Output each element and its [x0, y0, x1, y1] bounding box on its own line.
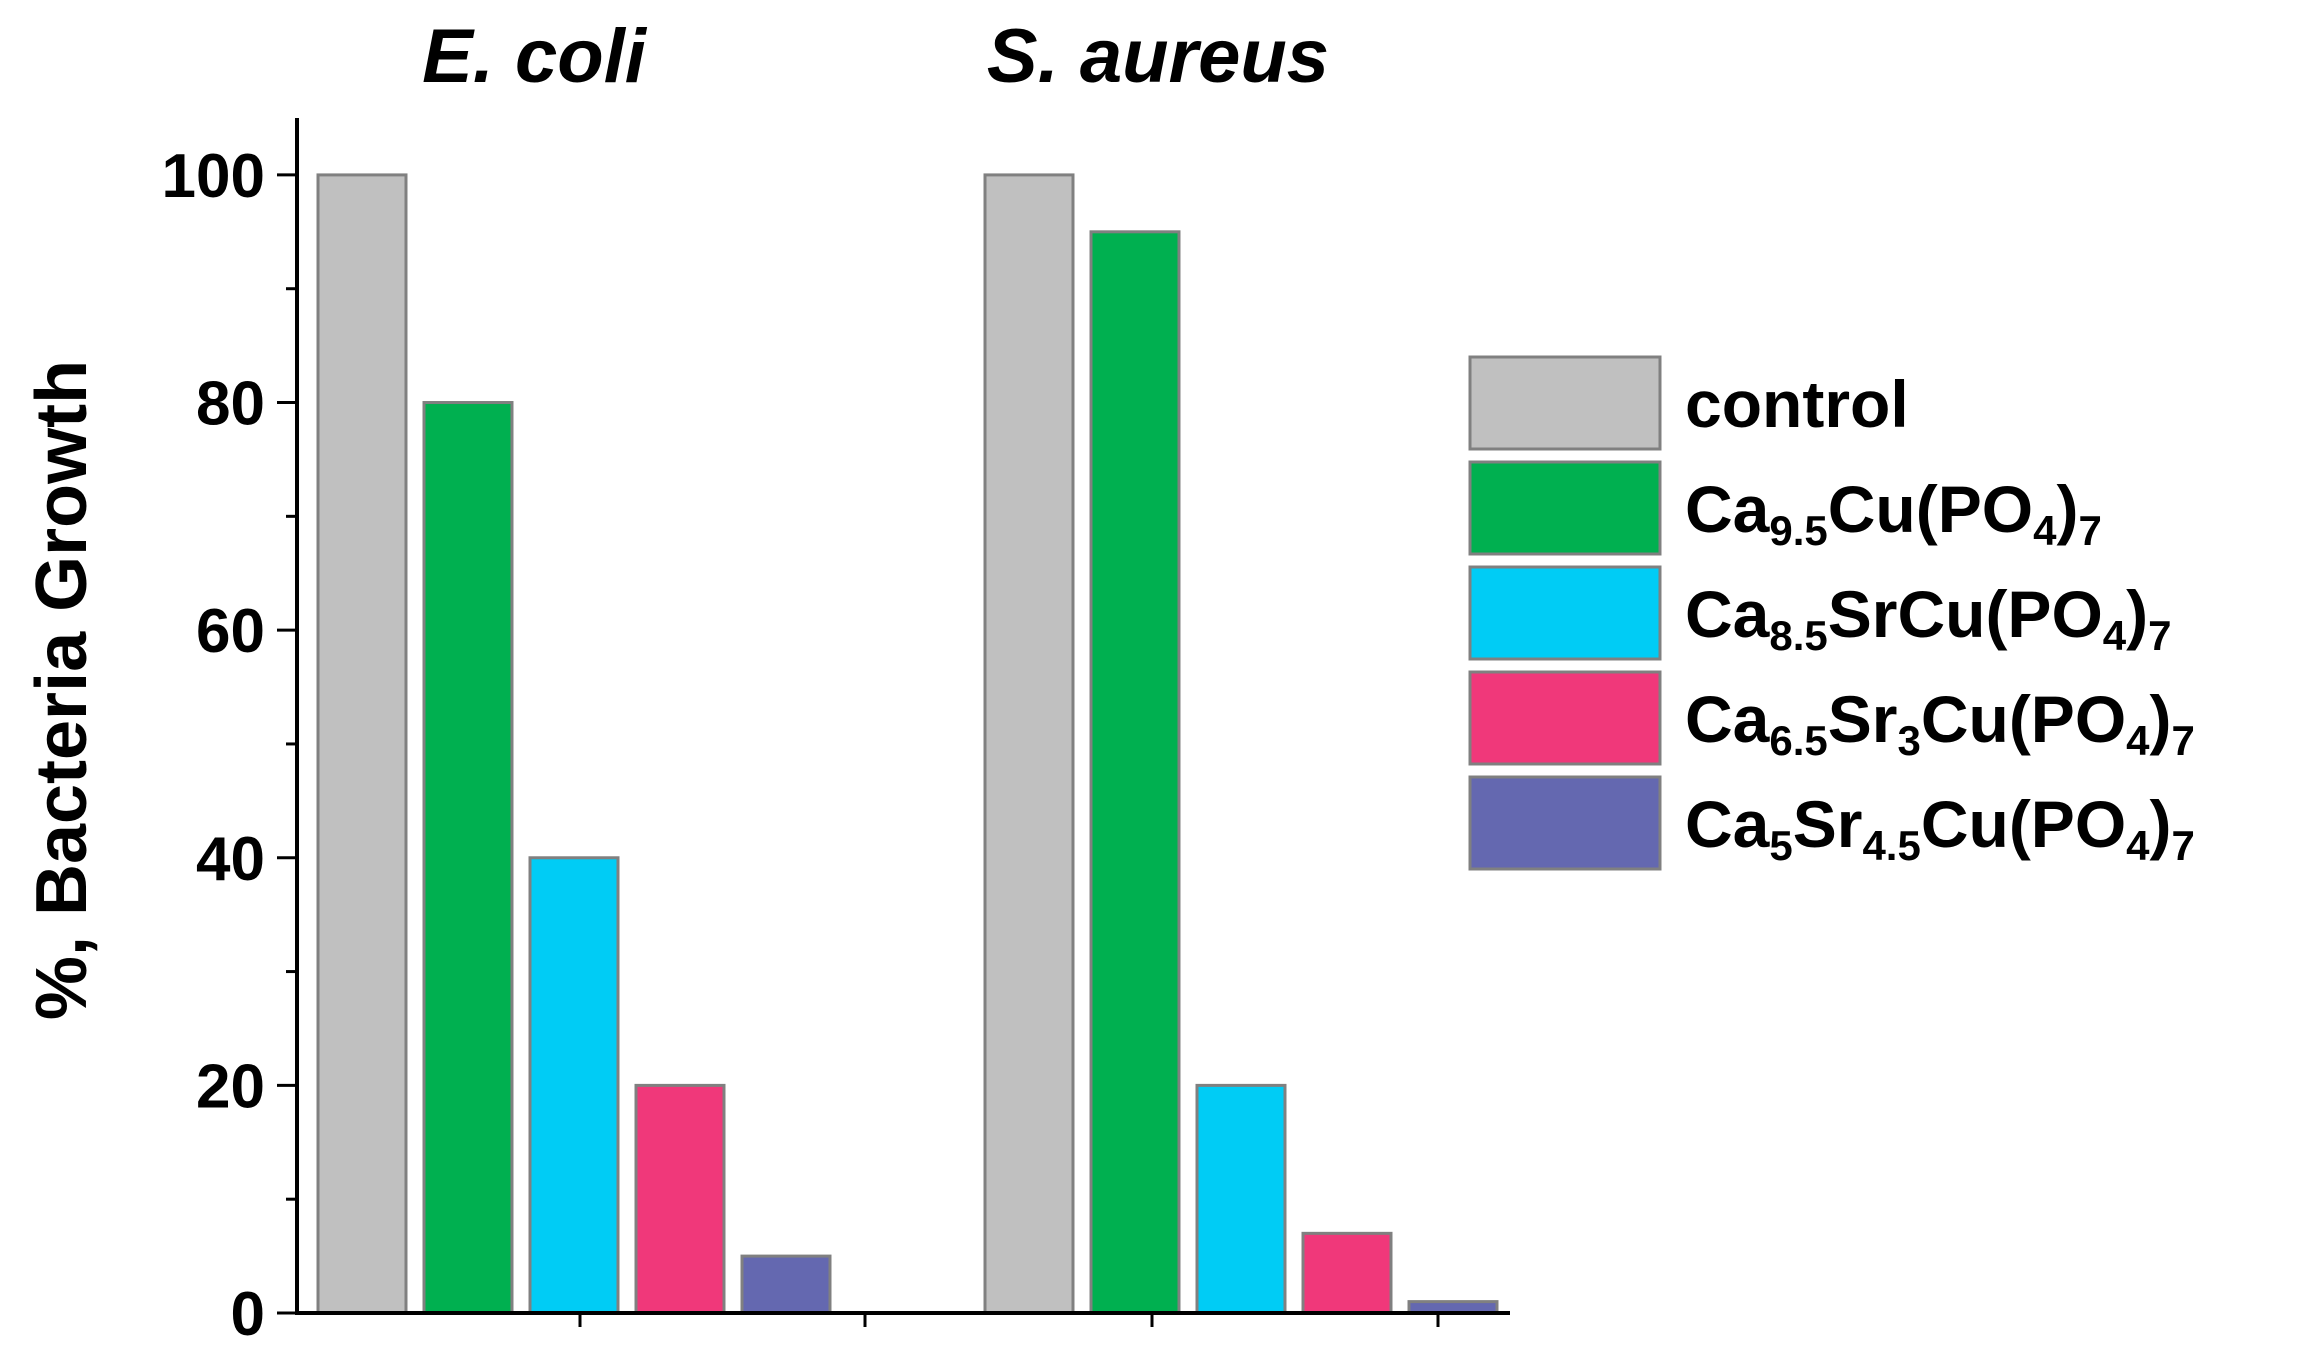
bar-1-s-aureus	[983, 173, 1075, 1315]
bar-5-e-coli	[740, 1254, 832, 1315]
legend-swatch-1	[1468, 355, 1662, 451]
bar-4-e-coli	[634, 1083, 726, 1315]
legend-label-5: Ca5Sr4.5Cu(PO4)7	[1685, 787, 2195, 869]
y-tick-label: 60	[196, 597, 265, 666]
y-tick-label: 40	[196, 825, 265, 894]
legend-label-3: Ca8.5SrCu(PO4)7	[1685, 577, 2172, 659]
legend: control Ca9.5Cu(PO4)7 Ca8.5SrCu(PO4)7 Ca6.5…	[1468, 355, 2195, 871]
legend-swatch-3	[1468, 565, 1662, 661]
category-title-e-coli: E. coli	[422, 14, 648, 99]
y-tick-label: 0	[231, 1280, 265, 1349]
bar-3-e-coli	[528, 856, 620, 1315]
bar-3-s-aureus	[1195, 1083, 1287, 1315]
y-tick-label: 80	[196, 370, 265, 439]
legend-swatch-5	[1468, 775, 1662, 871]
legend-swatch-4	[1468, 670, 1662, 766]
plot-area	[316, 173, 1499, 1315]
y-tick-label: 20	[196, 1052, 265, 1121]
legend-label-4: Ca6.5Sr3Cu(PO4)7	[1685, 682, 2195, 764]
bar-4-s-aureus	[1301, 1231, 1393, 1315]
bar-2-e-coli	[422, 401, 514, 1315]
y-axis: 0 20 40 60 80 100	[162, 118, 299, 1349]
y-tick-label: 100	[162, 142, 265, 211]
bar-1-e-coli	[316, 173, 408, 1315]
legend-label-2: Ca9.5Cu(PO4)7	[1685, 472, 2102, 554]
legend-swatch-2	[1468, 460, 1662, 556]
x-axis	[295, 1311, 1510, 1327]
y-axis-label: %, Bacteria Growth	[22, 360, 102, 1020]
category-labels: E. coli S. aureus	[422, 14, 1329, 99]
legend-label-1: control	[1685, 367, 1909, 441]
category-title-s-aureus: S. aureus	[987, 14, 1329, 99]
bar-2-s-aureus	[1089, 230, 1181, 1315]
